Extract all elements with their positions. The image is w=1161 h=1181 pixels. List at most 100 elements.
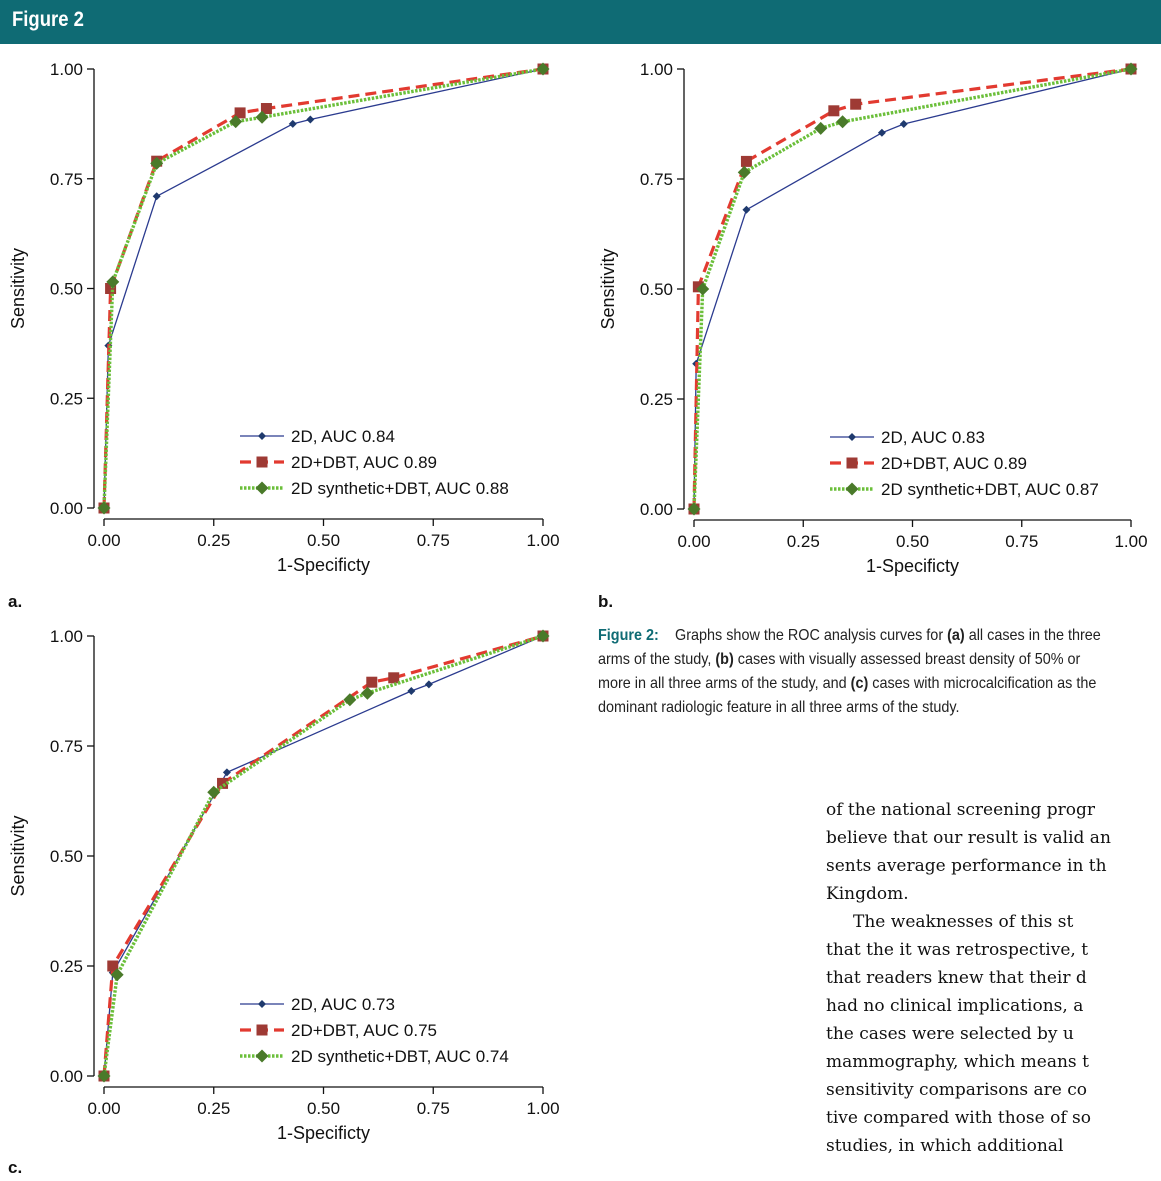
legend-entry: 2D+DBT, AUC 0.89 [830, 454, 1027, 473]
legend-entry: 2D, AUC 0.73 [240, 995, 395, 1014]
legend-label: 2D+DBT, AUC 0.89 [291, 453, 437, 472]
legend-entry: 2D+DBT, AUC 0.75 [240, 1021, 437, 1040]
legend-swatch-marker [256, 456, 268, 468]
y-tick-label: 0.25 [640, 390, 673, 409]
data-point [850, 98, 862, 110]
legend-swatch-marker [255, 1049, 269, 1063]
legend-entry: 2D, AUC 0.83 [830, 428, 985, 447]
figure-title: Figure 2 [12, 8, 84, 31]
roc-chart-svg: 0.00 0.25 0.50 0.75 1.00 0.00 0.25 0.50 0.75 1.00… [8, 627, 560, 1143]
figure-caption: Figure 2: Graphs show the ROC analysis cu… [598, 624, 1102, 720]
y-axis-label: Sensitivity [8, 815, 28, 896]
x-tick-label: 0.75 [417, 1099, 450, 1118]
legend-label: 2D synthetic+DBT, AUC 0.74 [291, 1047, 509, 1066]
data-point [388, 672, 400, 684]
x-tick-label: 0.50 [307, 531, 340, 550]
chart-panel-a: 0.00 0.25 0.50 0.75 1.00 0.00 0.25 0.50 0.75 1.00… [0, 55, 585, 585]
y-axis-label: Sensitivity [598, 248, 618, 329]
data-point [150, 156, 164, 170]
series-line [102, 634, 544, 1077]
body-text-line: the cases were selected by u [826, 1024, 1074, 1044]
data-point [877, 128, 886, 137]
body-text-line: sents average performance in th [826, 856, 1107, 876]
data-point [836, 115, 850, 129]
data-point [97, 1069, 111, 1083]
legend-swatch-marker [848, 433, 856, 441]
legend-label: 2D+DBT, AUC 0.89 [881, 454, 1027, 473]
y-tick-label: 0.75 [50, 170, 83, 189]
x-tick-label: 0.25 [787, 532, 820, 551]
legend-label: 2D, AUC 0.83 [881, 428, 985, 447]
y-tick-label: 0.00 [50, 1067, 83, 1086]
data-point [536, 62, 550, 76]
body-text-line: that readers knew that their d [826, 968, 1087, 988]
data-point [899, 120, 908, 128]
legend-swatch-marker [256, 1024, 268, 1036]
caption-label: Figure 2: [598, 627, 659, 644]
data-point [97, 501, 111, 515]
x-tick-label: 1.00 [1114, 532, 1147, 551]
caption-ref-c: (c) [850, 675, 869, 692]
data-point [343, 693, 357, 707]
legend-label: 2D synthetic+DBT, AUC 0.88 [291, 479, 509, 498]
legend-label: 2D synthetic+DBT, AUC 0.87 [881, 480, 1099, 499]
data-point [106, 275, 120, 289]
series-line [102, 67, 544, 509]
caption-part-3: cases with visually assessed breast dens… [598, 651, 1081, 692]
x-axis-label: 1-Specificty [277, 555, 370, 575]
y-tick-label: 0.25 [50, 957, 83, 976]
x-axis-label: 1-Specificty [277, 1123, 370, 1143]
body-text-line: of the national screening progr [826, 800, 1096, 820]
legend-label: 2D+DBT, AUC 0.75 [291, 1021, 437, 1040]
panel-label-a: a. [8, 592, 23, 611]
series-group [98, 63, 549, 514]
data-point [110, 968, 124, 982]
y-tick-label: 0.75 [640, 170, 673, 189]
caption-part-1: Graphs show the ROC analysis curves for [675, 627, 948, 644]
figure-header: Figure 2 [0, 0, 1161, 44]
data-point [692, 281, 704, 293]
data-point [740, 155, 752, 167]
x-tick-label: 0.00 [87, 531, 120, 550]
series-group [97, 62, 550, 515]
data-point [105, 283, 117, 294]
data-point [222, 768, 231, 777]
legend-entry: 2D, AUC 0.84 [240, 427, 395, 446]
data-point [737, 165, 751, 179]
body-text-line: Kingdom. [826, 884, 909, 904]
chart-panel-c: 0.00 0.25 0.50 0.75 1.00 0.00 0.25 0.50 0.75 1.00… [0, 622, 585, 1152]
data-point [255, 110, 269, 124]
series-line [692, 67, 1132, 510]
data-point [424, 680, 433, 689]
data-point [107, 960, 119, 972]
y-tick-label: 0.50 [640, 280, 673, 299]
series-group [97, 629, 550, 1083]
roc-chart-svg: 0.00 0.25 0.50 0.75 1.00 0.00 0.25 0.50 0.75 1.00… [598, 60, 1148, 576]
data-point [229, 115, 243, 129]
body-text-line: studies, in which additional [826, 1136, 1064, 1156]
legend-label: 2D, AUC 0.73 [291, 995, 395, 1014]
x-tick-label: 0.75 [1005, 532, 1038, 551]
data-point [260, 103, 272, 115]
body-text-column: of the national screening progr believe t… [826, 796, 1161, 1160]
legend-entry: 2D synthetic+DBT, AUC 0.88 [240, 479, 509, 498]
body-text-line: that the it was retrospective, t [826, 940, 1089, 960]
legend-swatch-marker [255, 481, 269, 495]
roc-chart-svg: 0.00 0.25 0.50 0.75 1.00 0.00 0.25 0.50 0.75 1.00… [8, 60, 560, 575]
series-line [103, 68, 544, 509]
legend-entry: 2D+DBT, AUC 0.89 [240, 453, 437, 472]
legend-swatch-marker [845, 482, 859, 496]
data-point [1124, 62, 1138, 76]
y-tick-label: 1.00 [50, 627, 83, 646]
body-text-line: mammography, which means t [826, 1052, 1089, 1072]
data-point [742, 205, 751, 214]
caption-ref-b: (b) [715, 651, 734, 668]
data-point [687, 502, 701, 516]
x-tick-label: 1.00 [526, 531, 559, 550]
data-point [360, 686, 374, 700]
data-point [152, 192, 161, 201]
x-tick-label: 1.00 [526, 1099, 559, 1118]
data-point [828, 105, 840, 117]
caption-part-4: cases with microcalcification as the dom… [598, 675, 1097, 716]
body-text-line: The weaknesses of this st [826, 912, 1074, 932]
